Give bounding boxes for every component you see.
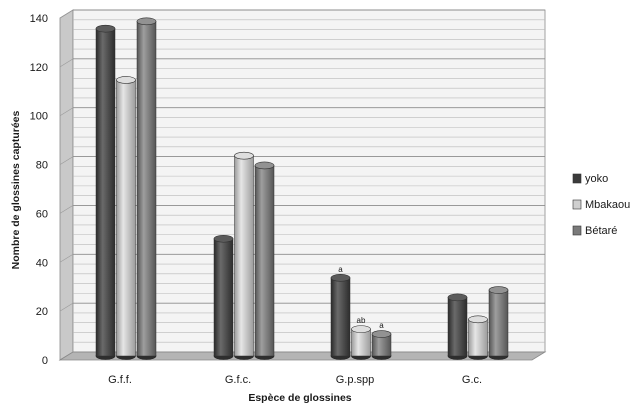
x-axis-ticks: G.f.f. G.f.c. G.p.spp G.c. [108, 374, 482, 386]
bar-yoko-1 [213, 234, 234, 360]
y-tick-label: 40 [36, 257, 48, 269]
legend-label: Bétaré [585, 225, 617, 237]
y-axis-title: Nombre de glossines capturées [10, 110, 22, 269]
y-axis-ticks: 0 20 40 60 80 100 120 140 [30, 13, 48, 367]
y-tick-label: 140 [30, 13, 48, 25]
y-tick-label: 120 [30, 62, 48, 74]
y-tick-label: 0 [42, 355, 48, 367]
bar-bétaré-1 [254, 161, 275, 360]
y-tick-label: 20 [36, 306, 48, 318]
y-tick-label: 100 [30, 111, 48, 123]
legend: yoko Mbakaou Bétaré [572, 173, 630, 237]
bar-annotation: a [338, 265, 343, 274]
y-tick-label: 80 [36, 160, 48, 172]
bar-mbakaou-3 [468, 315, 488, 360]
x-tick-label: G.p.spp [336, 374, 375, 386]
bar-mbakaou-1 [234, 151, 254, 360]
bar-mbakaou-0 [116, 76, 136, 360]
side-wall [59, 9, 74, 361]
legend-swatch [572, 199, 582, 210]
bar-mbakaou-2 [351, 325, 371, 360]
bar-yoko-3 [447, 293, 468, 360]
x-tick-label: G.f.f. [108, 374, 132, 386]
bar-bétaré-3 [488, 286, 509, 360]
x-tick-label: G.c. [462, 374, 482, 386]
legend-label: yoko [585, 173, 608, 185]
bar-bétaré-0 [136, 17, 157, 360]
legend-swatch [572, 173, 582, 184]
x-axis-title: Espèce de glossines [248, 392, 351, 404]
y-tick-label: 60 [36, 208, 48, 220]
bar-annotation: a [379, 321, 384, 330]
bar-bétaré-2 [371, 330, 392, 360]
legend-swatch [572, 225, 582, 236]
x-tick-label: G.f.c. [225, 374, 251, 386]
bars: a ab a [95, 17, 509, 360]
legend-label: Mbakaou [585, 199, 630, 211]
bar-annotation: ab [357, 316, 366, 325]
bar-yoko-0 [95, 24, 116, 360]
bar-yoko-2 [330, 274, 351, 360]
